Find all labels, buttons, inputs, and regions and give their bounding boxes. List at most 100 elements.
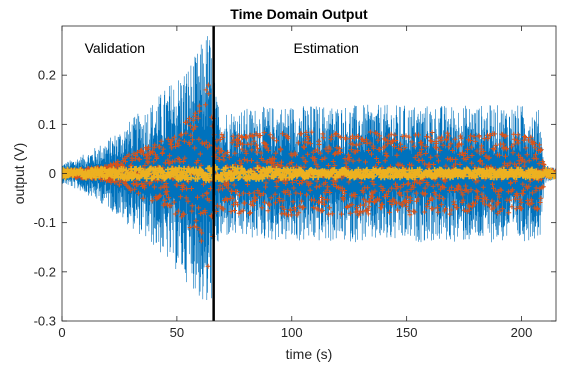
series-1-point bbox=[187, 123, 193, 129]
series-1-point bbox=[193, 124, 199, 130]
series-2-point bbox=[370, 173, 377, 180]
series-1-point bbox=[404, 189, 410, 195]
series-1-point bbox=[374, 131, 380, 137]
series-2-point bbox=[363, 166, 370, 173]
series-1-point bbox=[418, 152, 424, 158]
series-1-point bbox=[457, 162, 463, 167]
series-1-point bbox=[168, 203, 174, 209]
series-1-point bbox=[220, 186, 226, 192]
series-1-point bbox=[411, 184, 417, 190]
series-1-point bbox=[391, 197, 397, 203]
series-1-point bbox=[176, 142, 182, 148]
series-1-point bbox=[324, 197, 330, 203]
series-1-point bbox=[480, 184, 486, 190]
series-1-point bbox=[192, 145, 198, 151]
series-1-point bbox=[379, 201, 385, 207]
series-1-point bbox=[535, 206, 541, 212]
series-1-point bbox=[299, 180, 305, 186]
series-1-point bbox=[468, 133, 474, 139]
series-1-point bbox=[533, 152, 538, 158]
series-1-point bbox=[392, 132, 398, 138]
series-1-point bbox=[389, 202, 395, 207]
series-1-point bbox=[438, 202, 444, 208]
series-1-point bbox=[341, 197, 347, 203]
series-1-point bbox=[367, 129, 373, 135]
series-1-point bbox=[412, 155, 418, 161]
series-2-point bbox=[254, 165, 261, 172]
series-1-point bbox=[115, 159, 121, 165]
series-1-point bbox=[503, 153, 508, 159]
series-1-point bbox=[324, 187, 330, 193]
series-1-point bbox=[521, 137, 527, 143]
series-1-point bbox=[394, 152, 400, 158]
series-1-point bbox=[279, 211, 285, 217]
series-1-point bbox=[400, 202, 405, 208]
series-1-point bbox=[307, 187, 313, 193]
series-1-point bbox=[440, 196, 446, 202]
series-1-point bbox=[260, 157, 266, 163]
series-1-point bbox=[514, 137, 520, 143]
series-1-point bbox=[490, 146, 496, 151]
series-1-point bbox=[383, 150, 389, 156]
series-1-point bbox=[337, 150, 343, 155]
series-1-point bbox=[221, 206, 227, 212]
annotation-estimation: Estimation bbox=[294, 40, 359, 56]
series-1-point bbox=[157, 192, 163, 198]
series-1-point bbox=[479, 143, 484, 149]
x-tick-label: 0 bbox=[58, 325, 65, 340]
series-1-point bbox=[331, 182, 337, 188]
series-1-point bbox=[475, 195, 481, 201]
series-1-point bbox=[249, 147, 255, 153]
series-1-point bbox=[375, 137, 381, 143]
series-1-point bbox=[190, 137, 196, 143]
series-1-point bbox=[239, 146, 245, 152]
series-1-point bbox=[178, 194, 184, 200]
series-1-point bbox=[360, 209, 366, 215]
series-1-point bbox=[445, 133, 451, 139]
series-1-point bbox=[446, 144, 452, 150]
series-2-point bbox=[222, 165, 229, 172]
series-1-point bbox=[502, 134, 508, 139]
series-1-point bbox=[197, 227, 203, 233]
series-1-point bbox=[421, 209, 427, 215]
series-1-point bbox=[225, 149, 231, 155]
series-1-point bbox=[346, 179, 352, 185]
series-1-point bbox=[181, 182, 187, 188]
series-1-point bbox=[389, 185, 395, 191]
series-1-point bbox=[476, 134, 482, 140]
series-1-point bbox=[276, 195, 282, 201]
series-1-point bbox=[291, 185, 297, 191]
series-1-point bbox=[267, 132, 273, 138]
series-1-point bbox=[182, 155, 188, 161]
series-1-point bbox=[512, 161, 518, 167]
series-1-point bbox=[415, 196, 421, 202]
series-1-point bbox=[443, 163, 449, 169]
series-1-point bbox=[108, 162, 114, 168]
series-1-point bbox=[531, 155, 537, 161]
series-1-point bbox=[152, 142, 158, 148]
series-1-point bbox=[289, 160, 295, 165]
series-1-point bbox=[429, 130, 435, 135]
series-1-point bbox=[214, 203, 220, 209]
series-1-point bbox=[468, 187, 474, 193]
series-1-point bbox=[289, 179, 295, 185]
x-tick-label: 100 bbox=[281, 325, 303, 340]
series-1-point bbox=[205, 263, 211, 269]
series-1-point bbox=[511, 141, 517, 147]
series-1-point bbox=[517, 205, 523, 211]
series-1-point bbox=[117, 182, 122, 188]
series-1-point bbox=[304, 134, 310, 139]
y-tick-label: -0.1 bbox=[34, 215, 56, 230]
series-1-point bbox=[529, 200, 535, 206]
series-2-point bbox=[110, 166, 117, 173]
series-1-point bbox=[372, 188, 378, 194]
series-1-point bbox=[259, 205, 265, 211]
series-1-point bbox=[140, 195, 146, 201]
series-1-point bbox=[509, 144, 514, 150]
series-1-point bbox=[492, 131, 498, 137]
series-1-point bbox=[367, 198, 373, 204]
series-1-point bbox=[389, 139, 395, 145]
series-1-point bbox=[136, 190, 142, 196]
series-1-point bbox=[465, 189, 471, 195]
